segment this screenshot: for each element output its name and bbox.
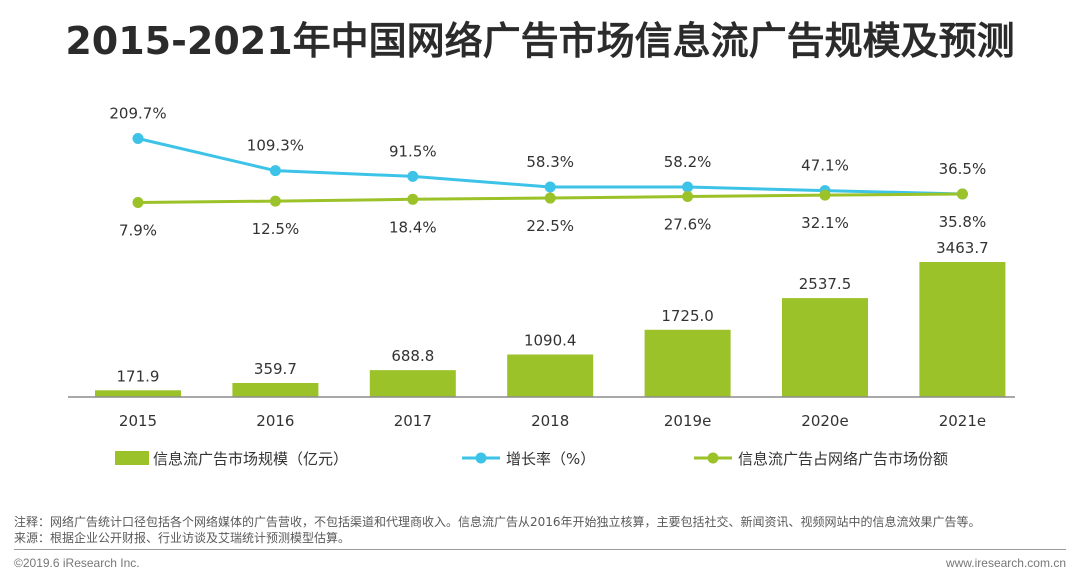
bar-2015	[95, 390, 181, 397]
footer-copyright: ©2019.6 iResearch Inc.	[14, 556, 140, 570]
share-point-2015	[132, 197, 144, 208]
bar-2018	[507, 354, 594, 397]
footer-website: www.iresearch.com.cn	[945, 556, 1066, 570]
bar-label-2016: 359.7	[254, 360, 297, 378]
legend-marker-growth	[475, 452, 487, 464]
legend: 信息流广告市场规模（亿元） 增长率（%） 信息流广告占网络广告市场份额	[115, 450, 948, 468]
legend-label-growth: 增长率（%）	[506, 450, 595, 468]
growth-label-2017: 91.5%	[389, 142, 437, 160]
growth-label-2021e: 36.5%	[939, 160, 987, 178]
growth-point-2018	[544, 181, 556, 193]
growth-point-2019e	[682, 181, 694, 193]
bar-2017	[369, 370, 456, 397]
source-text: 来源：根据企业公开财报、行业访谈及艾瑞统计预测模型估算。	[14, 531, 351, 545]
growth-label-2020e: 47.1%	[801, 157, 849, 175]
bar-label-2015: 171.9	[117, 367, 160, 385]
bar-label-2019e: 1725.0	[661, 307, 714, 325]
x-tick-2016: 2016	[256, 412, 294, 430]
share-label-2019e: 27.6%	[664, 215, 712, 233]
x-tick-2021e: 2021e	[939, 412, 986, 430]
growth-label-2018: 58.3%	[526, 153, 574, 171]
x-tick-2017: 2017	[394, 412, 432, 430]
chart-title: 2015-2021年中国网络广告市场信息流广告规模及预测	[65, 19, 1015, 63]
share-label-2016: 12.5%	[252, 220, 300, 238]
growth-label-2019e: 58.2%	[664, 153, 712, 171]
share-label-2018: 22.5%	[526, 217, 574, 235]
x-tick-2018: 2018	[531, 412, 569, 430]
share-label-2021e: 35.8%	[939, 213, 987, 231]
share-label-2017: 18.4%	[389, 218, 437, 236]
legend-label-share: 信息流广告占网络广告市场份额	[738, 450, 948, 468]
bar-2016	[232, 382, 319, 397]
share-point-2018	[544, 192, 556, 204]
chart: 171.9 359.7688.81090.41725.02537.53463.7 …	[68, 105, 1015, 468]
share-point-2020e	[819, 189, 831, 201]
legend-swatch-bar	[115, 451, 149, 465]
growth-point-2017	[407, 170, 419, 182]
bar-2019e	[644, 329, 731, 397]
x-tick-2019e: 2019e	[664, 412, 711, 430]
footer-divider	[14, 549, 1066, 550]
legend-marker-share	[707, 452, 719, 464]
growth-point-2016	[269, 165, 281, 177]
share-label-2020e: 32.1%	[801, 214, 849, 232]
legend-label-bar: 信息流广告市场规模（亿元）	[153, 450, 348, 468]
share-point-2021e	[956, 188, 968, 200]
share-point-2019e	[682, 190, 694, 202]
growth-point-2015	[132, 133, 144, 144]
bar-labels: 171.9 359.7 688.8 1090.4 1725.0 2537.5 3463.7	[117, 239, 989, 385]
bar-label-2018: 1090.4	[524, 332, 577, 350]
share-label-2015: 7.9%	[119, 222, 157, 240]
x-tick-labels: 2015 2016 2017 2018 2019e 2020e 2021e	[119, 412, 986, 430]
share-point-2016	[269, 195, 281, 207]
x-tick-2015: 2015	[119, 412, 157, 430]
bar-label-2020e: 2537.5	[799, 275, 852, 293]
bar-label-2021e: 3463.7	[936, 239, 989, 257]
x-tick-2020e: 2020e	[801, 412, 848, 430]
share-point-2017	[407, 193, 419, 205]
line-series	[132, 133, 968, 208]
line-labels: 209.7% 109.3% 91.5% 58.3% 58.2% 47.1% 36.5% 7.9…	[109, 105, 986, 240]
bar-series	[95, 262, 1006, 397]
growth-label-2016: 109.3%	[247, 137, 304, 155]
bar-label-2017: 688.8	[391, 347, 434, 365]
bar-2020e	[782, 298, 868, 397]
note-text: 注释：网络广告统计口径包括各个网络媒体的广告营收，不包括渠道和代理商收入。信息流…	[14, 515, 981, 529]
growth-label-2015: 209.7%	[109, 105, 166, 123]
bar-2021e	[919, 262, 1006, 397]
